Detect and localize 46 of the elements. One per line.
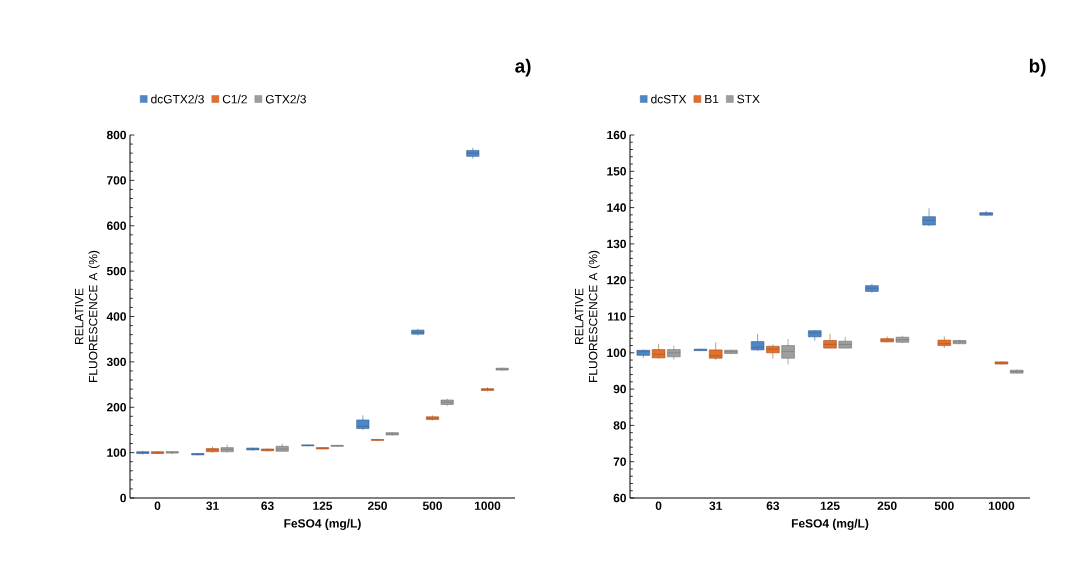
legend-label: STX xyxy=(737,94,760,104)
y-tick-label: 100 xyxy=(607,348,626,358)
x-tick-label: 125 xyxy=(313,501,333,510)
x-tick-label: 500 xyxy=(422,501,442,510)
x-tick-label: 250 xyxy=(877,501,897,510)
x-tick-label: 500 xyxy=(934,501,954,510)
x-tick-label: 31 xyxy=(709,501,723,511)
y-tick-label: 130 xyxy=(607,239,626,249)
y-tick-label: 140 xyxy=(607,203,626,212)
y-tick-label: 500 xyxy=(106,266,126,276)
x-axis-title: FeSO4 (mg/L) xyxy=(284,518,361,531)
chart-title: b) xyxy=(1029,58,1046,77)
y-tick-label: 0 xyxy=(120,493,126,503)
y-tick-label: 800 xyxy=(106,130,126,140)
y-axis-title: RELATIVE FLUORESCENCE A (%) xyxy=(575,250,600,382)
y-tick-label: 300 xyxy=(106,357,126,367)
x-tick-label: 1000 xyxy=(988,501,1015,510)
legend-label: C1/2 xyxy=(222,94,247,104)
y-tick-label: 80 xyxy=(613,421,626,430)
y-tick-label: 120 xyxy=(607,275,626,285)
legend-label: GTX2/3 xyxy=(265,94,306,104)
x-tick-label: 63 xyxy=(766,501,780,511)
x-tick-label: 125 xyxy=(820,501,840,510)
x-tick-label: 0 xyxy=(154,501,161,510)
x-tick-label: 31 xyxy=(206,501,219,511)
x-tick-label: 0 xyxy=(655,501,662,510)
y-tick-label: 100 xyxy=(107,448,126,457)
y-tick-label: 60 xyxy=(613,493,626,503)
chart-title: a) xyxy=(515,58,531,77)
x-tick-label: 250 xyxy=(367,501,387,510)
y-tick-label: 90 xyxy=(613,384,626,394)
y-tick-label: 400 xyxy=(106,312,126,321)
y-tick-label: 200 xyxy=(106,403,126,412)
legend-label: B1 xyxy=(705,94,719,104)
y-tick-label: 110 xyxy=(607,312,626,321)
legend-label: dcSTX xyxy=(651,94,687,104)
y-tick-label: 700 xyxy=(107,176,126,185)
y-tick-label: 70 xyxy=(613,457,626,466)
y-tick-label: 160 xyxy=(607,130,626,140)
y-axis-title: RELATIVE FLUORESCENCE A (%) xyxy=(75,250,100,382)
x-tick-label: 1000 xyxy=(474,501,501,510)
x-axis-title: FeSO4 (mg/L) xyxy=(791,518,869,531)
legend-label: dcGTX2/3 xyxy=(151,94,204,104)
y-tick-label: 150 xyxy=(607,167,626,176)
y-tick-label: 600 xyxy=(106,221,126,230)
x-tick-label: 63 xyxy=(261,501,274,511)
